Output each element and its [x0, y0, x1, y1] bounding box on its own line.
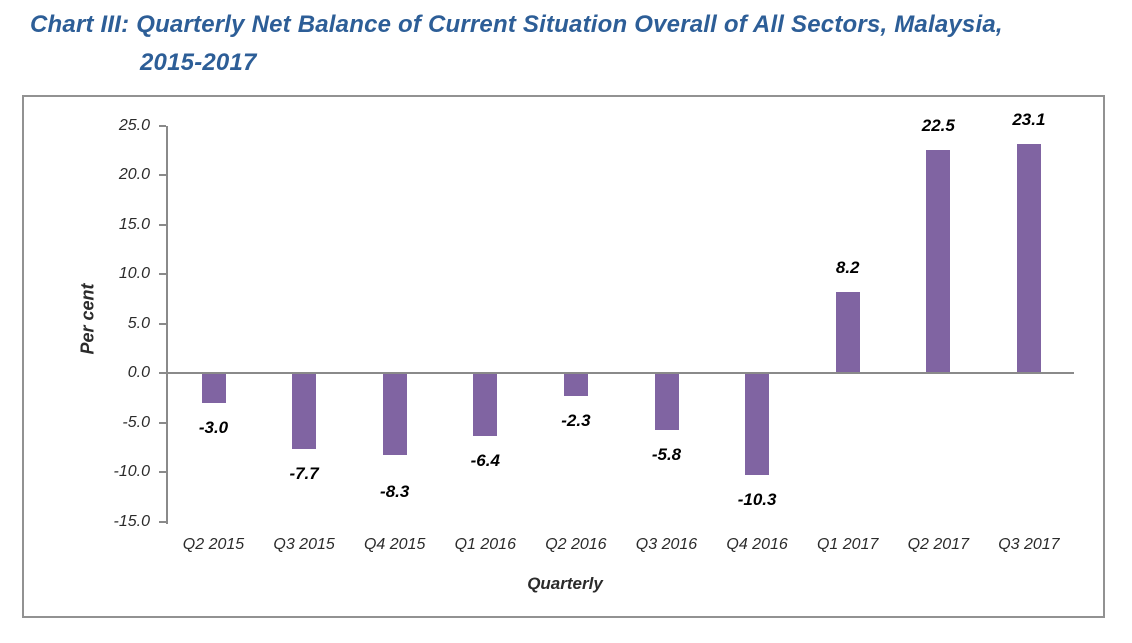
x-axis-title: Quarterly [527, 574, 603, 593]
x-tick-label: Q1 2017 [816, 536, 879, 553]
plot-area: 25.0 20.0 15.0 10.0 5.0 0.0 -5.0 -10.0 -15.0 -3.0… [24, 97, 1103, 616]
y-axis-line [166, 125, 168, 524]
x-tick-label: Q4 2016 [726, 536, 788, 553]
x-tick-label: Q4 2015 [363, 536, 426, 553]
bar-data-label: -5.8 [651, 445, 682, 465]
x-tick-label: Q3 2015 [273, 536, 335, 553]
bar-data-label: -8.3 [380, 482, 410, 502]
bar [563, 373, 588, 396]
y-tick-label: 15.0 [118, 215, 150, 233]
bar-data-label: 23.1 [1012, 110, 1046, 130]
y-tick-label: -10.0 [113, 463, 150, 480]
y-axis-tick [159, 174, 166, 176]
x-tick-label: Q2 2015 [182, 536, 245, 553]
bar-data-label: -6.4 [470, 451, 500, 471]
y-axis-tick [159, 421, 166, 424]
bar [292, 373, 317, 450]
bar [382, 373, 407, 456]
y-axis-tick [159, 124, 166, 127]
bar-data-label: 8.2 [835, 257, 860, 277]
bar [835, 291, 860, 373]
chart-title-line2: 2015-2017 [140, 49, 257, 76]
y-tick-label: 25.0 [118, 116, 150, 134]
y-tick-label: 0.0 [127, 364, 150, 381]
y-axis-tick [159, 223, 166, 226]
x-tick-label: Q1 2016 [454, 536, 516, 553]
x-tick-label: Q3 2017 [998, 536, 1060, 553]
bar-data-label: -3.0 [198, 417, 229, 437]
bar [654, 373, 679, 431]
y-axis-tick [159, 471, 166, 473]
bar-data-label: -10.3 [737, 489, 777, 509]
y-axis-tick [159, 322, 166, 325]
y-tick-label: 10.0 [118, 265, 150, 282]
y-tick-label: -5.0 [122, 413, 150, 431]
x-tick-label: Q2 2017 [907, 536, 969, 553]
bar [745, 373, 770, 475]
bar [926, 150, 951, 373]
bar [201, 373, 226, 403]
y-tick-label: 5.0 [127, 314, 150, 332]
y-axis-tick [159, 520, 166, 523]
x-tick-label: Q3 2016 [635, 536, 698, 553]
chart-title-line1: Chart III: Quarterly Net Balance of Curr… [30, 11, 1003, 38]
bar-data-label: -2.3 [561, 410, 591, 430]
x-tick-label: Q2 2016 [545, 536, 607, 553]
bar-data-label: 22.5 [921, 116, 955, 136]
y-tick-label: -15.0 [113, 512, 150, 530]
bar [1016, 144, 1041, 373]
y-axis-tick [159, 273, 166, 275]
zero-gridline [159, 372, 1074, 374]
bar [473, 373, 498, 437]
chart-frame: Per cent 25.0 20.0 15.0 10.0 5.0 0.0 -5.0 -10.0… [22, 95, 1105, 618]
y-tick-label: 20.0 [118, 166, 150, 183]
bar-data-label: -7.7 [289, 464, 319, 484]
